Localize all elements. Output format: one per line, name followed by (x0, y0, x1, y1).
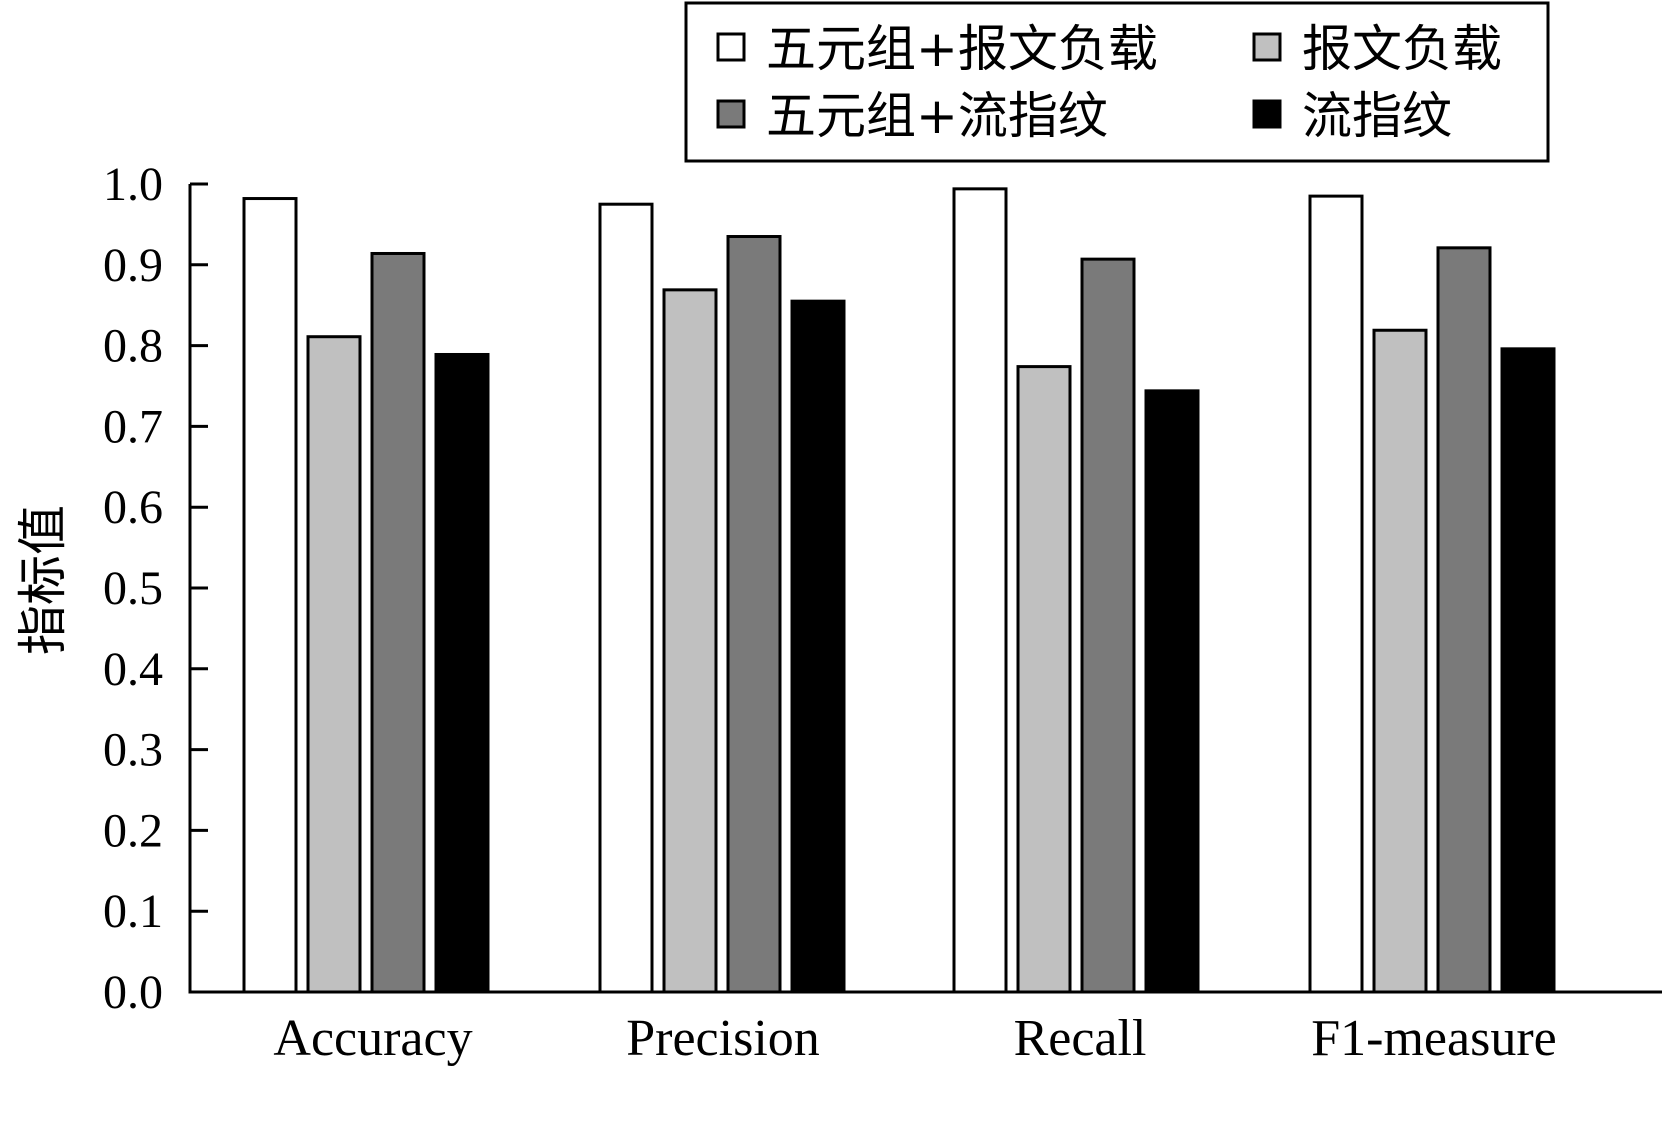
y-tick-label: 0.6 (103, 481, 163, 534)
x-tick-label: Precision (626, 1010, 820, 1067)
legend-swatch (1252, 99, 1282, 129)
bar-recall-series-2 (1080, 257, 1136, 994)
legend-label: 五元组+报文负载 (766, 20, 1158, 78)
bar-accuracy-series-2 (370, 251, 426, 994)
bar-recall-series-0 (952, 187, 1008, 994)
y-tick-label: 1.0 (103, 158, 163, 211)
x-tick-label: F1-measure (1311, 1010, 1556, 1067)
legend-swatch (716, 99, 746, 129)
bar-f1-measure-series-1 (1372, 328, 1428, 994)
bar-recall-series-3 (1144, 389, 1200, 994)
y-tick-label: 0.7 (103, 400, 163, 453)
y-axis: 0.0 0.1 0.2 0.3 0.4 0.5 0.6 0.7 0.8 0.9 1.0 (103, 158, 208, 1019)
bar-precision-series-0 (598, 202, 654, 994)
bar-accuracy-series-1 (306, 335, 362, 994)
bar-recall-series-1 (1016, 365, 1072, 994)
bar-f1-measure-series-0 (1308, 194, 1364, 994)
legend-swatch (716, 32, 746, 62)
bar-f1-measure-series-2 (1436, 246, 1492, 994)
legend-label: 报文负载 (1302, 20, 1502, 78)
x-axis: Accuracy Precision Recall F1-measure (188, 990, 1662, 1067)
legend-box (684, 1, 1550, 163)
y-tick-label: 0.9 (103, 239, 163, 292)
legend-label: 五元组+流指纹 (766, 87, 1108, 145)
y-tick-label: 0.4 (103, 643, 163, 696)
y-axis-title: 指标值 (14, 505, 72, 655)
y-tick-label: 0.2 (103, 804, 163, 857)
legend-swatch (1252, 32, 1282, 62)
bar-precision-series-3 (790, 299, 846, 994)
legend-label: 流指纹 (1302, 87, 1452, 145)
bar-accuracy-series-0 (242, 197, 298, 994)
y-tick-label: 0.8 (103, 320, 163, 373)
y-tick-label: 0.0 (103, 966, 163, 1019)
x-tick-label: Accuracy (273, 1010, 472, 1067)
plot-area (242, 187, 1556, 994)
y-tick-label: 0.5 (103, 562, 163, 615)
y-tick-label: 0.3 (103, 724, 163, 777)
bar-accuracy-series-3 (434, 352, 490, 994)
x-tick-label: Recall (1014, 1010, 1147, 1067)
bar-precision-series-2 (726, 235, 782, 994)
y-tick-label: 0.1 (103, 885, 163, 938)
bar-precision-series-1 (662, 288, 718, 994)
bar-f1-measure-series-3 (1500, 347, 1556, 994)
